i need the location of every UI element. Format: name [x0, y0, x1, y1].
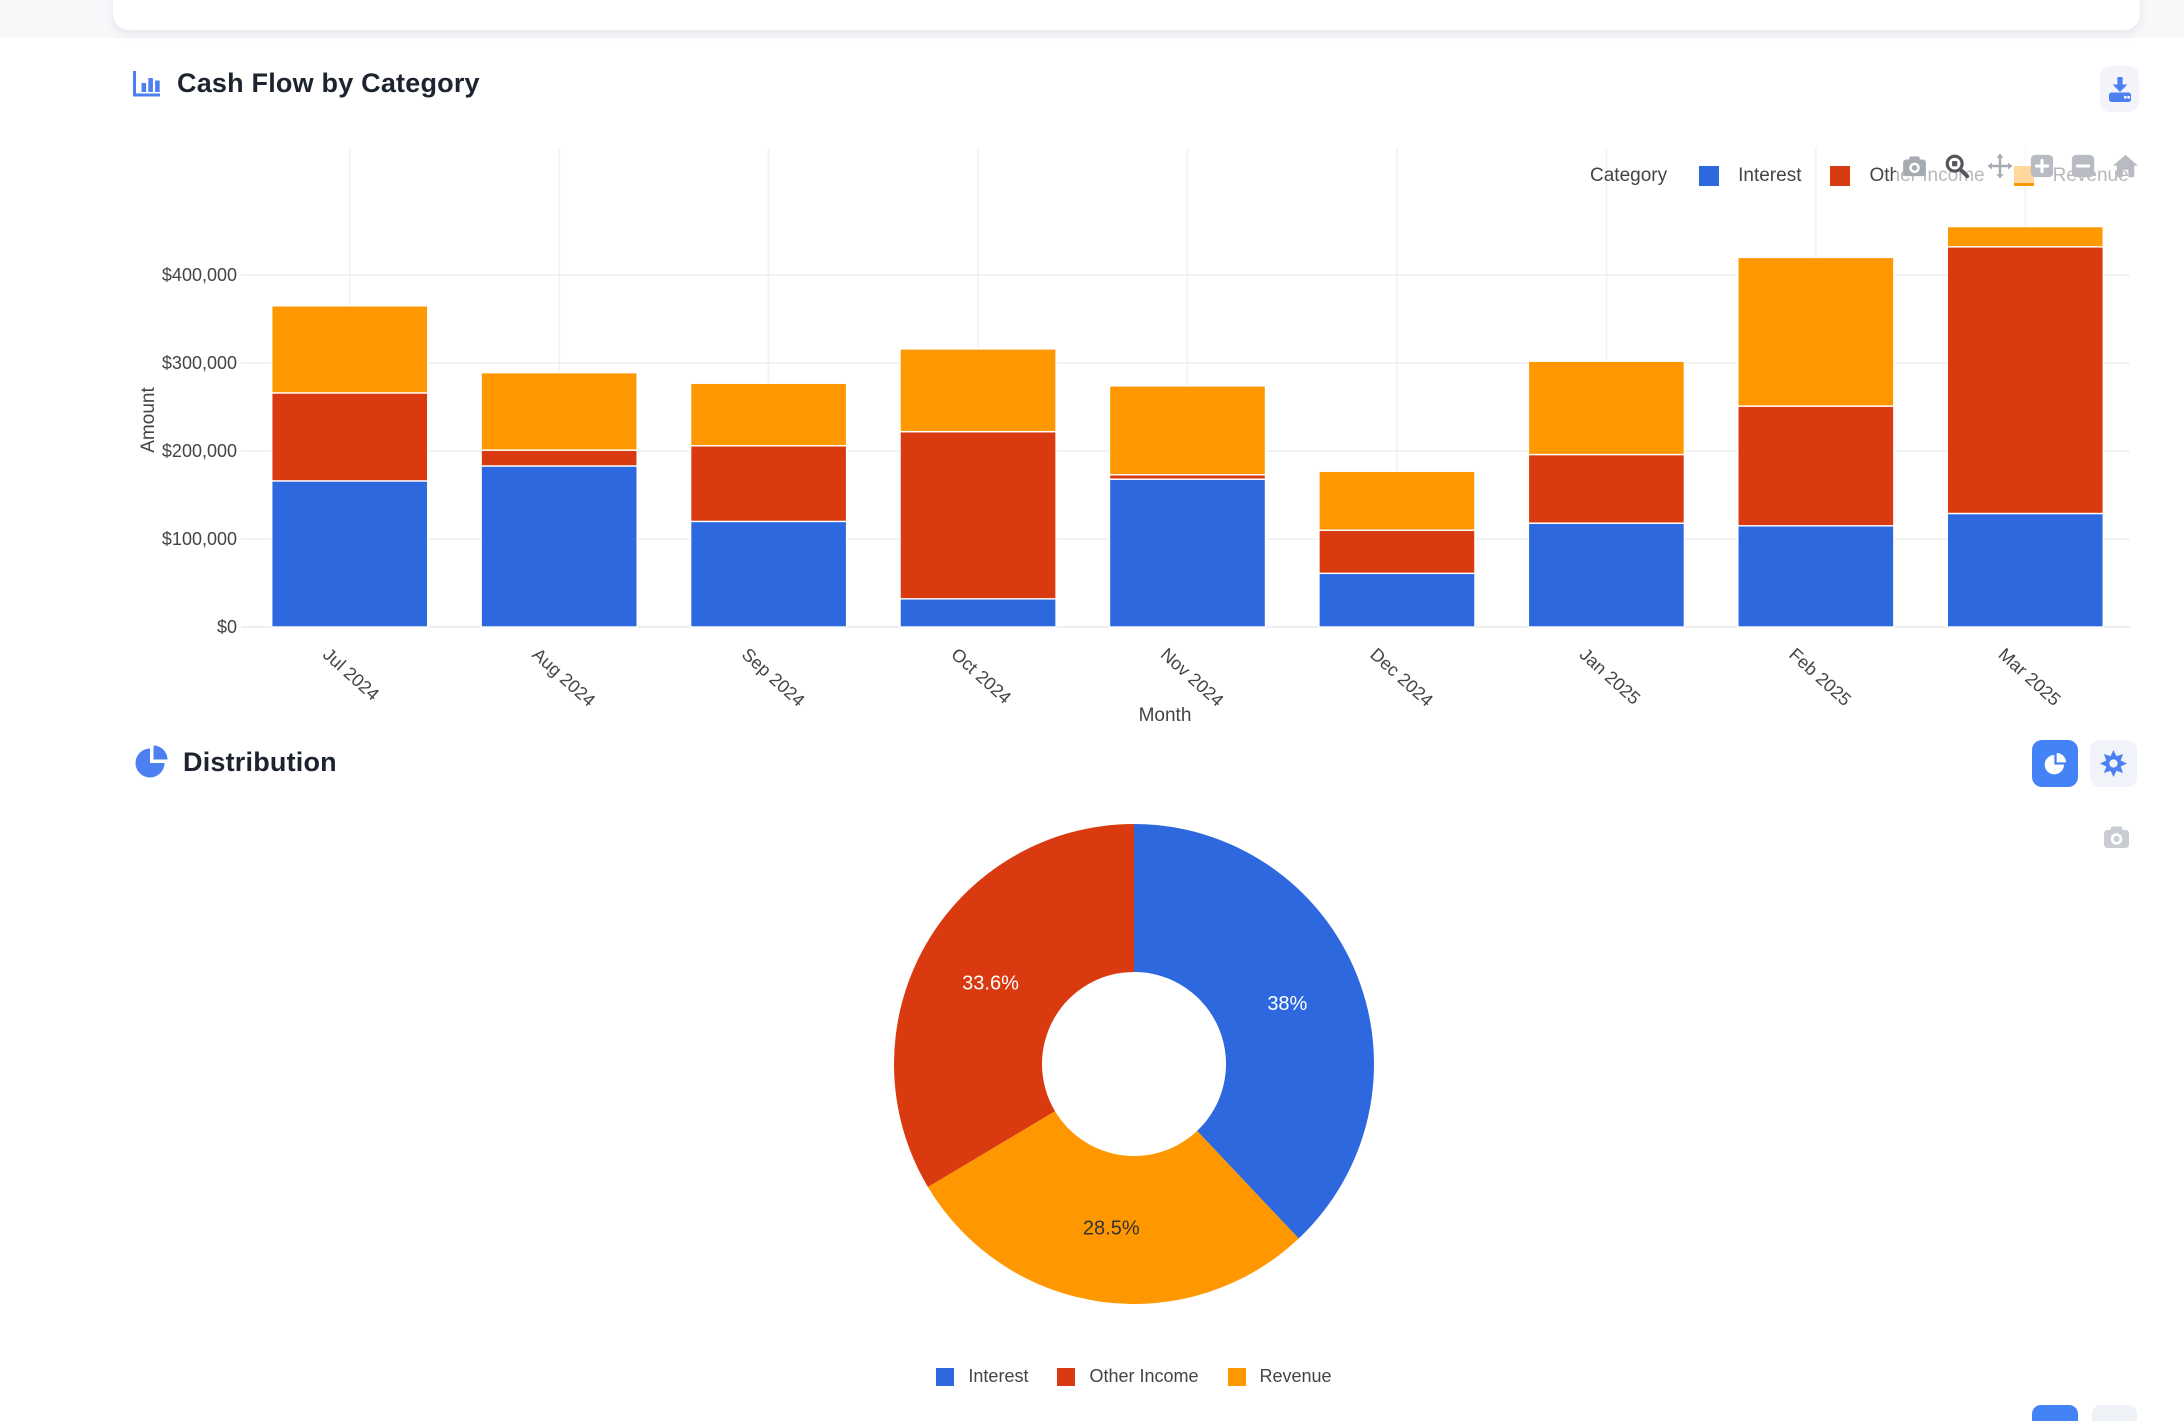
y-tick-label: $400,000 — [162, 265, 237, 285]
legend-swatch-other-income — [1830, 165, 1851, 186]
distribution-section-header: Distribution — [133, 744, 337, 780]
bar-segment-other-income[interactable] — [1527, 453, 1686, 524]
pie-legend-item-other-income[interactable]: Other Income — [1057, 1366, 1199, 1387]
bar-chart-icon — [133, 69, 163, 99]
bar-segment-other-income[interactable] — [1318, 529, 1476, 575]
legend-label: Interest — [1738, 164, 1802, 186]
x-tick-label: Sep 2024 — [738, 644, 809, 710]
pie-modebar-camera-button[interactable] — [2103, 826, 2130, 849]
bar-segment-revenue[interactable] — [1108, 385, 1267, 476]
page-background-strip — [0, 0, 2184, 38]
y-tick-label: $100,000 — [162, 529, 237, 549]
bar-segment-other-income[interactable] — [689, 445, 848, 523]
camera-icon — [1902, 155, 1927, 177]
y-axis-title: Amount — [138, 387, 159, 453]
pie-legend-swatch-interest — [936, 1367, 955, 1386]
donut-slice-label: 33.6% — [962, 973, 1019, 995]
camera-icon — [2103, 826, 2130, 849]
bar-segment-other-income[interactable] — [899, 430, 1057, 600]
modebar-pan-button[interactable] — [1987, 153, 2013, 179]
x-tick-label: Nov 2024 — [1157, 644, 1228, 710]
bar-segment-revenue[interactable] — [1737, 256, 1895, 407]
donut-slice-interest[interactable] — [1134, 824, 1374, 1239]
cashflow-section-title: Cash Flow by Category — [177, 68, 480, 98]
cashflow-bar-chart: $0 $100,000 $200,000 $300,000 $400,000 Jul 20… — [138, 148, 2130, 726]
legend-item-interest[interactable]: Interest — [1699, 165, 1801, 187]
distribution-donut-chart: 38% 28.5% 33.6% — [894, 824, 1374, 1304]
bar-segment-revenue[interactable] — [271, 305, 429, 394]
sunburst-icon — [2100, 750, 2127, 777]
home-icon — [2112, 154, 2139, 179]
bottom-pie-view-button[interactable] — [2032, 1405, 2078, 1421]
bar-segment-interest[interactable] — [1946, 512, 2104, 628]
modebar-zoom-in-button[interactable] — [2030, 154, 2054, 178]
download-icon — [2107, 76, 2133, 103]
donut-slice-label: 38% — [1267, 993, 1307, 1015]
modebar-zoom-box-button[interactable] — [1944, 153, 1970, 179]
bar-segment-interest[interactable] — [899, 598, 1057, 628]
x-tick-label: Feb 2025 — [1785, 644, 1855, 710]
bar-segment-interest[interactable] — [1737, 525, 1895, 628]
x-tick-label: Aug 2024 — [528, 644, 599, 710]
bar-segment-other-income[interactable] — [1737, 405, 1895, 527]
bar-segment-other-income[interactable] — [271, 392, 429, 482]
distribution-section-title: Distribution — [183, 746, 337, 777]
download-button[interactable] — [2100, 66, 2139, 112]
pie-legend-label: Revenue — [1259, 1366, 1332, 1386]
x-tick-label: Jan 2025 — [1576, 644, 1644, 708]
pie-chart-icon — [133, 744, 169, 780]
sunburst-view-button[interactable] — [2090, 740, 2137, 787]
cashflow-section-header: Cash Flow by Category — [133, 68, 480, 99]
bar-segment-revenue[interactable] — [480, 371, 638, 451]
previous-card-bottom-edge — [113, 0, 2140, 30]
x-tick-label: Jul 2024 — [319, 644, 383, 704]
bar-segment-interest[interactable] — [1318, 572, 1476, 628]
bar-segment-revenue[interactable] — [899, 348, 1057, 433]
pie-legend-swatch-revenue — [1227, 1367, 1246, 1386]
x-axis-title: Month — [1139, 705, 1192, 726]
zoom-out-icon — [2071, 154, 2095, 178]
pie-legend-swatch-other-income — [1057, 1367, 1076, 1386]
x-tick-label: Dec 2024 — [1366, 644, 1437, 710]
modebar-home-button[interactable] — [2112, 154, 2139, 179]
pie-legend-item-revenue[interactable]: Revenue — [1227, 1366, 1332, 1387]
pie-chart-legend: Interest Other Income Revenue — [884, 1366, 1384, 1387]
bar-segment-revenue[interactable] — [689, 382, 848, 447]
bar-segment-interest[interactable] — [271, 480, 429, 628]
pie-legend-item-interest[interactable]: Interest — [936, 1366, 1028, 1387]
y-tick-label: $300,000 — [162, 353, 237, 373]
legend-title: Category — [1590, 164, 1668, 186]
donut-slice-other-income[interactable] — [894, 824, 1134, 1188]
zoom-box-icon — [1944, 153, 1970, 179]
bar-segment-revenue[interactable] — [1946, 225, 2104, 248]
pie-legend-label: Other Income — [1089, 1366, 1199, 1386]
bar-segment-other-income[interactable] — [1946, 246, 2104, 515]
bottom-sunburst-view-button[interactable] — [2092, 1405, 2137, 1421]
bar-segment-interest[interactable] — [480, 465, 638, 628]
pan-arrows-icon — [1987, 153, 2013, 179]
zoom-in-icon — [2030, 154, 2054, 178]
donut-slice-label: 28.5% — [1083, 1217, 1140, 1239]
bar-segment-interest[interactable] — [1108, 478, 1267, 628]
legend-swatch-interest — [1699, 165, 1720, 186]
x-tick-label: Mar 2025 — [1995, 644, 2065, 710]
y-tick-label: $0 — [217, 617, 237, 637]
modebar-zoom-out-button[interactable] — [2071, 154, 2095, 178]
modebar-camera-button[interactable] — [1902, 155, 1927, 177]
bar-segment-revenue[interactable] — [1527, 360, 1686, 456]
bar-segment-revenue[interactable] — [1318, 470, 1476, 531]
pie-legend-label: Interest — [968, 1366, 1029, 1386]
y-tick-label: $200,000 — [162, 441, 237, 461]
pie-view-icon — [2043, 752, 2067, 776]
bar-segment-interest[interactable] — [689, 520, 848, 628]
donut-slice-revenue[interactable] — [927, 1111, 1299, 1304]
x-tick-label: Oct 2024 — [947, 644, 1015, 708]
bar-segment-other-income[interactable] — [480, 449, 638, 467]
pie-view-button[interactable] — [2032, 740, 2078, 787]
bar-segment-interest[interactable] — [1527, 522, 1686, 628]
chart-modebar — [1896, 149, 2145, 183]
